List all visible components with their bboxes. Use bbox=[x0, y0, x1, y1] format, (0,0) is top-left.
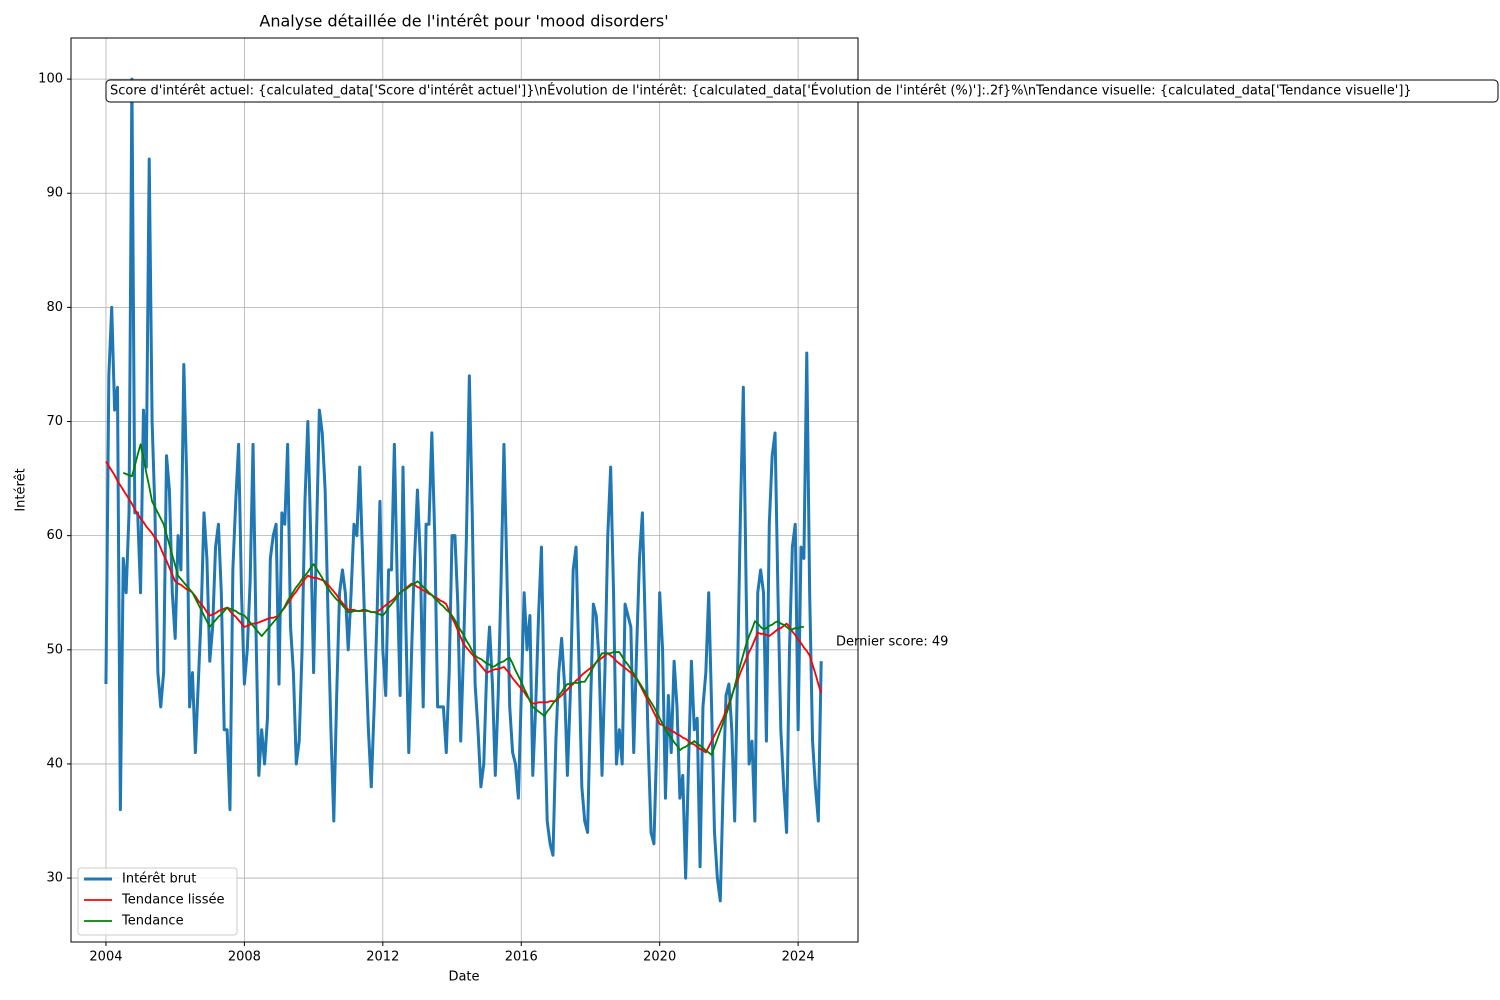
y-axis-label: Intérêt bbox=[14, 468, 29, 511]
data-line bbox=[105, 460, 823, 754]
x-tick-label: 2020 bbox=[643, 950, 676, 965]
legend-box bbox=[77, 867, 238, 936]
y-tick-label: 60 bbox=[46, 528, 63, 543]
y-tick-label: 90 bbox=[46, 186, 63, 201]
legend-label: Tendance bbox=[121, 914, 184, 929]
x-tick-label: 2016 bbox=[505, 950, 538, 965]
x-tick-label: 2012 bbox=[366, 950, 399, 965]
y-tick-label: 100 bbox=[38, 72, 63, 87]
y-tick-label: 50 bbox=[46, 642, 63, 657]
plot-frame bbox=[70, 37, 859, 943]
y-tick-label: 40 bbox=[46, 756, 63, 771]
chart-title: Analyse détaillée de l'intérêt pour 'moo… bbox=[259, 12, 668, 31]
y-tick-label: 30 bbox=[46, 871, 63, 886]
annotation: Dernier score: 49 bbox=[836, 635, 948, 650]
data-line bbox=[104, 77, 823, 903]
annotation: Score d'intérêt actuel: {calculated_data… bbox=[110, 83, 1412, 99]
x-tick-label: 2004 bbox=[89, 950, 122, 965]
y-tick-label: 70 bbox=[46, 414, 63, 429]
data-line bbox=[122, 443, 804, 756]
y-tick-label: 80 bbox=[46, 300, 63, 315]
legend-label: Intérêt brut bbox=[122, 872, 196, 887]
legend-label: Tendance lissée bbox=[121, 893, 224, 908]
annotation-box bbox=[105, 79, 1499, 103]
x-tick-label: 2024 bbox=[782, 950, 815, 965]
x-tick-label: 2008 bbox=[228, 950, 261, 965]
x-axis-label: Date bbox=[448, 970, 479, 985]
